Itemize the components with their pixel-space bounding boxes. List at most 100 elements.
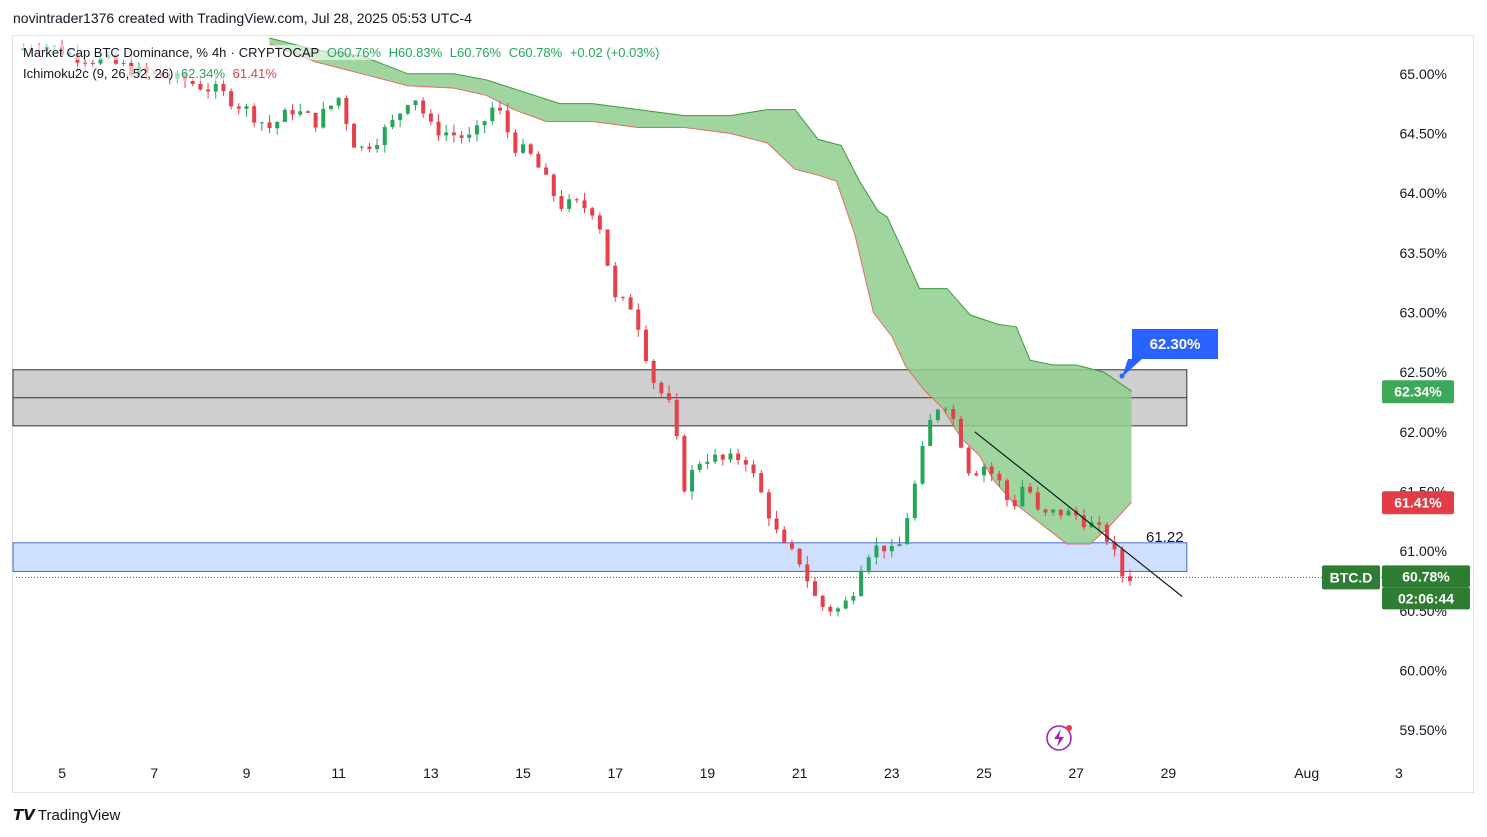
candle[interactable] bbox=[482, 120, 487, 134]
candle[interactable] bbox=[989, 462, 994, 482]
candle[interactable] bbox=[1028, 483, 1033, 495]
candle[interactable] bbox=[259, 121, 264, 131]
candle[interactable] bbox=[997, 470, 1002, 487]
candle[interactable] bbox=[321, 101, 326, 129]
candle[interactable] bbox=[1066, 507, 1071, 516]
candle[interactable] bbox=[1051, 509, 1056, 516]
candle[interactable] bbox=[720, 453, 725, 466]
candle[interactable] bbox=[920, 440, 925, 485]
countdown-badge[interactable]: 02:06:44 bbox=[1382, 587, 1470, 610]
candle[interactable] bbox=[282, 107, 287, 123]
candle[interactable] bbox=[405, 104, 410, 116]
candle[interactable] bbox=[206, 83, 211, 99]
candle[interactable] bbox=[974, 470, 979, 477]
candle[interactable] bbox=[859, 565, 864, 597]
candle[interactable] bbox=[797, 548, 802, 568]
lightning-icon[interactable] bbox=[1046, 725, 1072, 751]
candle[interactable] bbox=[505, 103, 510, 139]
candle[interactable] bbox=[459, 131, 464, 144]
candle[interactable] bbox=[912, 480, 917, 521]
candle[interactable] bbox=[398, 112, 403, 128]
candle[interactable] bbox=[559, 189, 564, 212]
last-price-badge[interactable]: 60.78% bbox=[1382, 565, 1470, 588]
candle[interactable] bbox=[236, 103, 241, 115]
candle[interactable] bbox=[651, 359, 656, 389]
candle[interactable] bbox=[298, 104, 303, 117]
candle[interactable] bbox=[421, 97, 426, 118]
candle[interactable] bbox=[413, 100, 418, 111]
candle[interactable] bbox=[889, 538, 894, 558]
candle[interactable] bbox=[290, 103, 295, 121]
candle[interactable] bbox=[275, 120, 280, 135]
candle[interactable] bbox=[597, 212, 602, 234]
candle[interactable] bbox=[782, 525, 787, 544]
candle[interactable] bbox=[643, 325, 648, 364]
candle[interactable] bbox=[590, 206, 595, 220]
candle[interactable] bbox=[628, 294, 633, 310]
ichimoku-cloud[interactable] bbox=[269, 38, 1132, 544]
trendline[interactable] bbox=[974, 431, 1183, 597]
candle[interactable] bbox=[244, 103, 249, 117]
candle[interactable] bbox=[1112, 536, 1117, 557]
candle[interactable] bbox=[1005, 478, 1010, 507]
candle[interactable] bbox=[1058, 509, 1063, 520]
candle[interactable] bbox=[882, 545, 887, 559]
candle[interactable] bbox=[551, 173, 556, 202]
candle[interactable] bbox=[836, 606, 841, 617]
candle[interactable] bbox=[690, 464, 695, 500]
candle[interactable] bbox=[828, 604, 833, 616]
candle[interactable] bbox=[943, 406, 948, 414]
candle[interactable] bbox=[812, 576, 817, 597]
candle[interactable] bbox=[352, 122, 357, 148]
candle[interactable] bbox=[789, 539, 794, 551]
candle[interactable] bbox=[659, 380, 664, 399]
candle[interactable] bbox=[121, 59, 126, 67]
candle[interactable] bbox=[474, 119, 479, 142]
candle[interactable] bbox=[536, 151, 541, 168]
candle[interactable] bbox=[229, 88, 234, 110]
ichimoku-upper-badge[interactable]: 62.34% bbox=[1382, 380, 1454, 404]
candle[interactable] bbox=[874, 537, 879, 565]
candle[interactable] bbox=[390, 114, 395, 130]
candle[interactable] bbox=[728, 448, 733, 463]
candle[interactable] bbox=[305, 109, 310, 114]
price-callout[interactable]: 62.30% bbox=[1119, 329, 1219, 379]
candle[interactable] bbox=[1043, 508, 1048, 517]
candle[interactable] bbox=[951, 404, 956, 427]
candle[interactable] bbox=[513, 129, 518, 157]
candle[interactable] bbox=[751, 460, 756, 478]
candle[interactable] bbox=[1012, 494, 1017, 510]
candle[interactable] bbox=[605, 229, 610, 267]
candle[interactable] bbox=[444, 124, 449, 142]
candle[interactable] bbox=[682, 434, 687, 493]
candle[interactable] bbox=[766, 489, 771, 527]
candle[interactable] bbox=[567, 194, 572, 213]
candle[interactable] bbox=[252, 103, 257, 128]
candle[interactable] bbox=[582, 192, 587, 213]
candle[interactable] bbox=[928, 414, 933, 447]
candle[interactable] bbox=[613, 261, 618, 302]
candle[interactable] bbox=[897, 536, 902, 547]
candle[interactable] bbox=[221, 78, 226, 96]
symbol-legend[interactable]: Market Cap BTC Dominance, % 4h · CRYPTOCAP … bbox=[23, 45, 664, 60]
candle[interactable] bbox=[935, 408, 940, 423]
candle[interactable] bbox=[313, 112, 318, 133]
candle[interactable] bbox=[451, 124, 456, 143]
candle[interactable] bbox=[713, 448, 718, 465]
candle[interactable] bbox=[820, 594, 825, 611]
support-zone[interactable] bbox=[12, 542, 1188, 572]
candle[interactable] bbox=[336, 97, 341, 109]
candle[interactable] bbox=[344, 95, 349, 131]
candle[interactable] bbox=[743, 456, 748, 472]
candle[interactable] bbox=[958, 415, 963, 449]
candle[interactable] bbox=[697, 460, 702, 473]
candle[interactable] bbox=[774, 510, 779, 534]
candle[interactable] bbox=[843, 596, 848, 610]
candle[interactable] bbox=[375, 138, 380, 153]
candle[interactable] bbox=[636, 303, 641, 337]
candle[interactable] bbox=[498, 101, 502, 115]
candle[interactable] bbox=[382, 124, 387, 153]
candle[interactable] bbox=[866, 554, 871, 575]
candle[interactable] bbox=[490, 102, 495, 125]
candle[interactable] bbox=[966, 446, 971, 477]
